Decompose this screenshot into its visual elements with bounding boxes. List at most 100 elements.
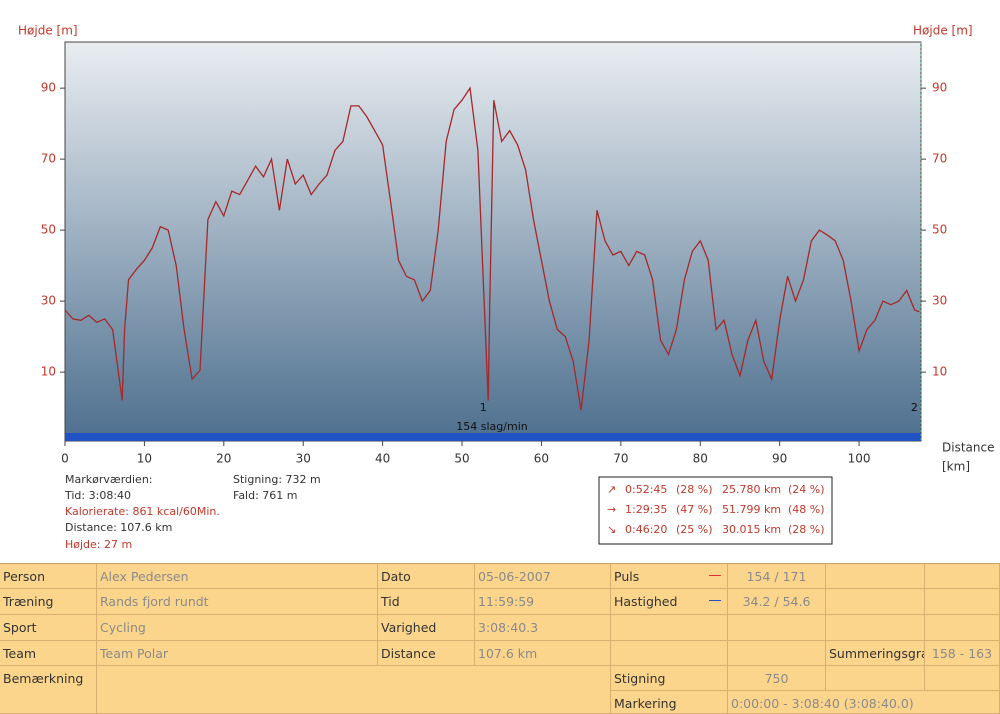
cell: Summeringsgra	[826, 641, 925, 666]
cell	[728, 641, 826, 666]
cell: Person	[0, 564, 97, 589]
y2-axis-label: Højde [m]	[913, 24, 973, 38]
summary-value: (28 %)	[788, 523, 825, 536]
legend-dash	[709, 600, 721, 601]
cell	[826, 589, 925, 615]
cell: Dato	[378, 564, 475, 589]
heart-rate-band	[65, 433, 921, 441]
cursor-height: Højde: 27 m	[65, 538, 132, 551]
cell-text: Puls	[614, 569, 640, 584]
cell	[728, 615, 826, 641]
x-tick-label: 30	[296, 452, 311, 466]
cell: Alex Pedersen	[97, 564, 378, 589]
y-tick-label: 70	[41, 152, 56, 166]
x-tick-label: 80	[693, 452, 708, 466]
x-axis-unit: [km]	[942, 460, 970, 474]
cell: Sport	[0, 615, 97, 641]
y-tick-label: 10	[41, 365, 56, 379]
cursor-fall: Fald: 761 m	[233, 489, 298, 502]
y2-tick-label: 90	[932, 81, 947, 95]
y-tick-label: 50	[41, 223, 56, 237]
summary-value: (48 %)	[788, 503, 825, 516]
cell: 34.2 / 54.6	[728, 589, 826, 615]
elevation-line	[64, 86, 920, 411]
cell: 3:08:40.3	[475, 615, 611, 641]
cell-text: Hastighed	[614, 594, 678, 609]
summary-value: (47 %)	[676, 503, 713, 516]
cell: 107.6 km	[475, 641, 611, 666]
cell: 158 - 163	[925, 641, 1000, 666]
cell: 05-06-2007	[475, 564, 611, 589]
x-tick-label: 10	[137, 452, 152, 466]
y-axis-label: Højde [m]	[18, 24, 78, 38]
x-axis-label: Distance	[942, 441, 994, 455]
summary-box	[598, 476, 833, 545]
cell: 750	[728, 666, 826, 691]
summary-value: 30.015 km	[722, 523, 781, 536]
cell: 11:59:59	[475, 589, 611, 615]
summary-value: 0:52:45	[625, 483, 667, 496]
marker-label: 2	[911, 401, 918, 414]
summary-value: (28 %)	[676, 483, 713, 496]
cursor-climb: Stigning: 732 m	[233, 473, 321, 486]
x-tick-label: 100	[848, 452, 871, 466]
cell	[611, 641, 728, 666]
summary-value: 1:29:35	[625, 503, 667, 516]
cell	[925, 615, 1000, 641]
cell: Team Polar	[97, 641, 378, 666]
cursor-calories: Kalorierate: 861 kcal/60Min.	[65, 505, 220, 518]
cell	[925, 666, 1000, 691]
cell: Rands fjord rundt	[97, 589, 378, 615]
cell: Distance	[378, 641, 475, 666]
x-tick-label: 70	[613, 452, 628, 466]
cell: Tid	[378, 589, 475, 615]
cell: Træning	[0, 589, 97, 615]
cell: 154 / 171	[728, 564, 826, 589]
trend-arrow: ↘	[607, 523, 616, 536]
x-tick-label: 40	[375, 452, 390, 466]
cursor-title: Markørværdien:	[65, 473, 153, 486]
cell	[97, 666, 611, 714]
cell	[925, 589, 1000, 615]
plot-area	[64, 41, 922, 442]
cell: Hastighed	[611, 589, 728, 615]
cell: Bemærkning	[0, 666, 97, 714]
summary-value: 25.780 km	[722, 483, 781, 496]
trend-arrow: →	[607, 503, 616, 516]
x-tick-label: 50	[454, 452, 469, 466]
cursor-time: Tid: 3:08:40	[64, 489, 131, 502]
y-tick-label: 30	[41, 294, 56, 308]
cell	[826, 564, 925, 589]
summary-value: 51.799 km	[722, 503, 781, 516]
x-tick-label: 60	[534, 452, 549, 466]
chart: Højde [m] Højde [m] Distance [km] 154 sl…	[18, 24, 994, 552]
cell: Stigning	[611, 666, 728, 691]
cell	[611, 615, 728, 641]
cell: Markering	[611, 691, 728, 714]
cell	[826, 666, 925, 691]
trend-arrow: ↗	[607, 483, 616, 496]
summary-value: (25 %)	[676, 523, 713, 536]
cell: 0:00:00 - 3:08:40 (3:08:40.0)	[728, 691, 1000, 714]
summary-value: (24 %)	[788, 483, 825, 496]
y-tick-label: 90	[41, 81, 56, 95]
x-tick-label: 0	[61, 452, 69, 466]
y2-tick-label: 30	[932, 294, 947, 308]
summary-value: 0:46:20	[625, 523, 667, 536]
session-table: Person Alex Pedersen Dato 05-06-2007 Pul…	[0, 563, 1000, 714]
cell	[826, 615, 925, 641]
y2-tick-label: 50	[932, 223, 947, 237]
cell: Cycling	[97, 615, 378, 641]
cell: Puls	[611, 564, 728, 589]
cell: Varighed	[378, 615, 475, 641]
legend-dash	[709, 575, 721, 576]
cell: Team	[0, 641, 97, 666]
cursor-distance: Distance: 107.6 km	[65, 521, 172, 534]
marker-label: 1	[480, 401, 487, 414]
y2-tick-label: 70	[932, 152, 947, 166]
cell	[925, 564, 1000, 589]
x-tick-label: 20	[216, 452, 231, 466]
y2-tick-label: 10	[932, 365, 947, 379]
x-tick-label: 90	[772, 452, 787, 466]
